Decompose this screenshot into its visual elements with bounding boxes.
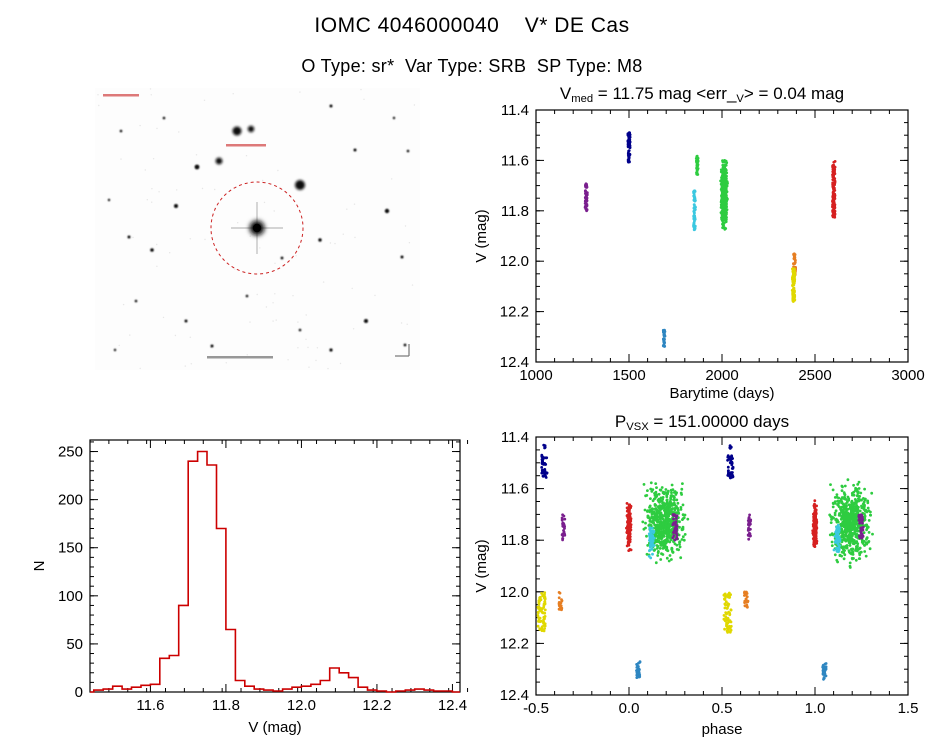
svg-text:12.4: 12.4 [438,697,467,714]
svg-text:1.0: 1.0 [805,700,826,717]
svg-text:V (mag): V (mag) [473,209,490,262]
svg-text:11.4: 11.4 [501,429,529,446]
svg-text:1500: 1500 [612,367,645,384]
svg-text:0.5: 0.5 [712,700,733,717]
svg-text:12.4: 12.4 [500,687,529,704]
barytime-chart-title: Vmed = 11.75 mag <err_V> = 0.04 mag [559,84,845,106]
svg-text:0.0: 0.0 [619,700,640,717]
starfield-image [95,88,420,370]
svg-text:V (mag): V (mag) [473,539,490,592]
svg-text:Barytime (days): Barytime (days) [669,385,774,402]
histogram-chart: 11.6 11.8 12.0 12.2 12.4 0 50 100 150 200 250 V (ma… [31,439,469,736]
target-circle [210,181,304,275]
page-subtitle: O Type: sr* Var Type: SRB SP Type: M8 [301,56,643,76]
barytime-chart: 1000 1500 2000 2500 3000 11.4 11.6 11.8 12.0 12.2… [473,102,925,402]
svg-text:12.0: 12.0 [500,584,529,601]
svg-text:-0.5: -0.5 [523,700,549,717]
svg-text:11.6: 11.6 [501,152,529,169]
svg-text:11.6: 11.6 [501,481,529,498]
svg-text:12.2: 12.2 [500,304,529,321]
svg-text:11.4: 11.4 [501,102,529,119]
svg-text:3000: 3000 [891,367,924,384]
svg-text:11.8: 11.8 [501,532,529,549]
svg-text:12.2: 12.2 [362,697,391,714]
svg-text:150: 150 [58,540,83,557]
svg-text:11.6: 11.6 [136,697,164,714]
svg-text:100: 100 [58,588,83,605]
svg-text:12.0: 12.0 [287,697,316,714]
svg-text:11.8: 11.8 [501,203,529,220]
svg-text:0: 0 [75,684,83,701]
svg-text:11.8: 11.8 [212,697,240,714]
svg-text:1.5: 1.5 [898,700,919,717]
svg-text:12.4: 12.4 [500,354,529,371]
phase-chart-title: PVSX = 151.00000 days [614,412,790,434]
svg-text:250: 250 [58,444,83,461]
svg-text:N: N [31,561,48,572]
svg-text:200: 200 [58,492,83,509]
svg-text:V (mag): V (mag) [248,719,301,736]
svg-text:50: 50 [66,636,83,653]
svg-text:1000: 1000 [519,367,552,384]
svg-text:phase: phase [702,721,743,738]
svg-text:2000: 2000 [705,367,738,384]
svg-text:12.0: 12.0 [500,253,529,270]
svg-text:12.2: 12.2 [500,635,529,652]
phase-chart: -0.5 0.0 0.5 1.0 1.5 11.4 11.6 11.8 12.0 12.2 12.4… [473,429,919,738]
page-title: IOMC 4046000040 V* DE Cas [314,14,630,37]
svg-text:2500: 2500 [798,367,831,384]
